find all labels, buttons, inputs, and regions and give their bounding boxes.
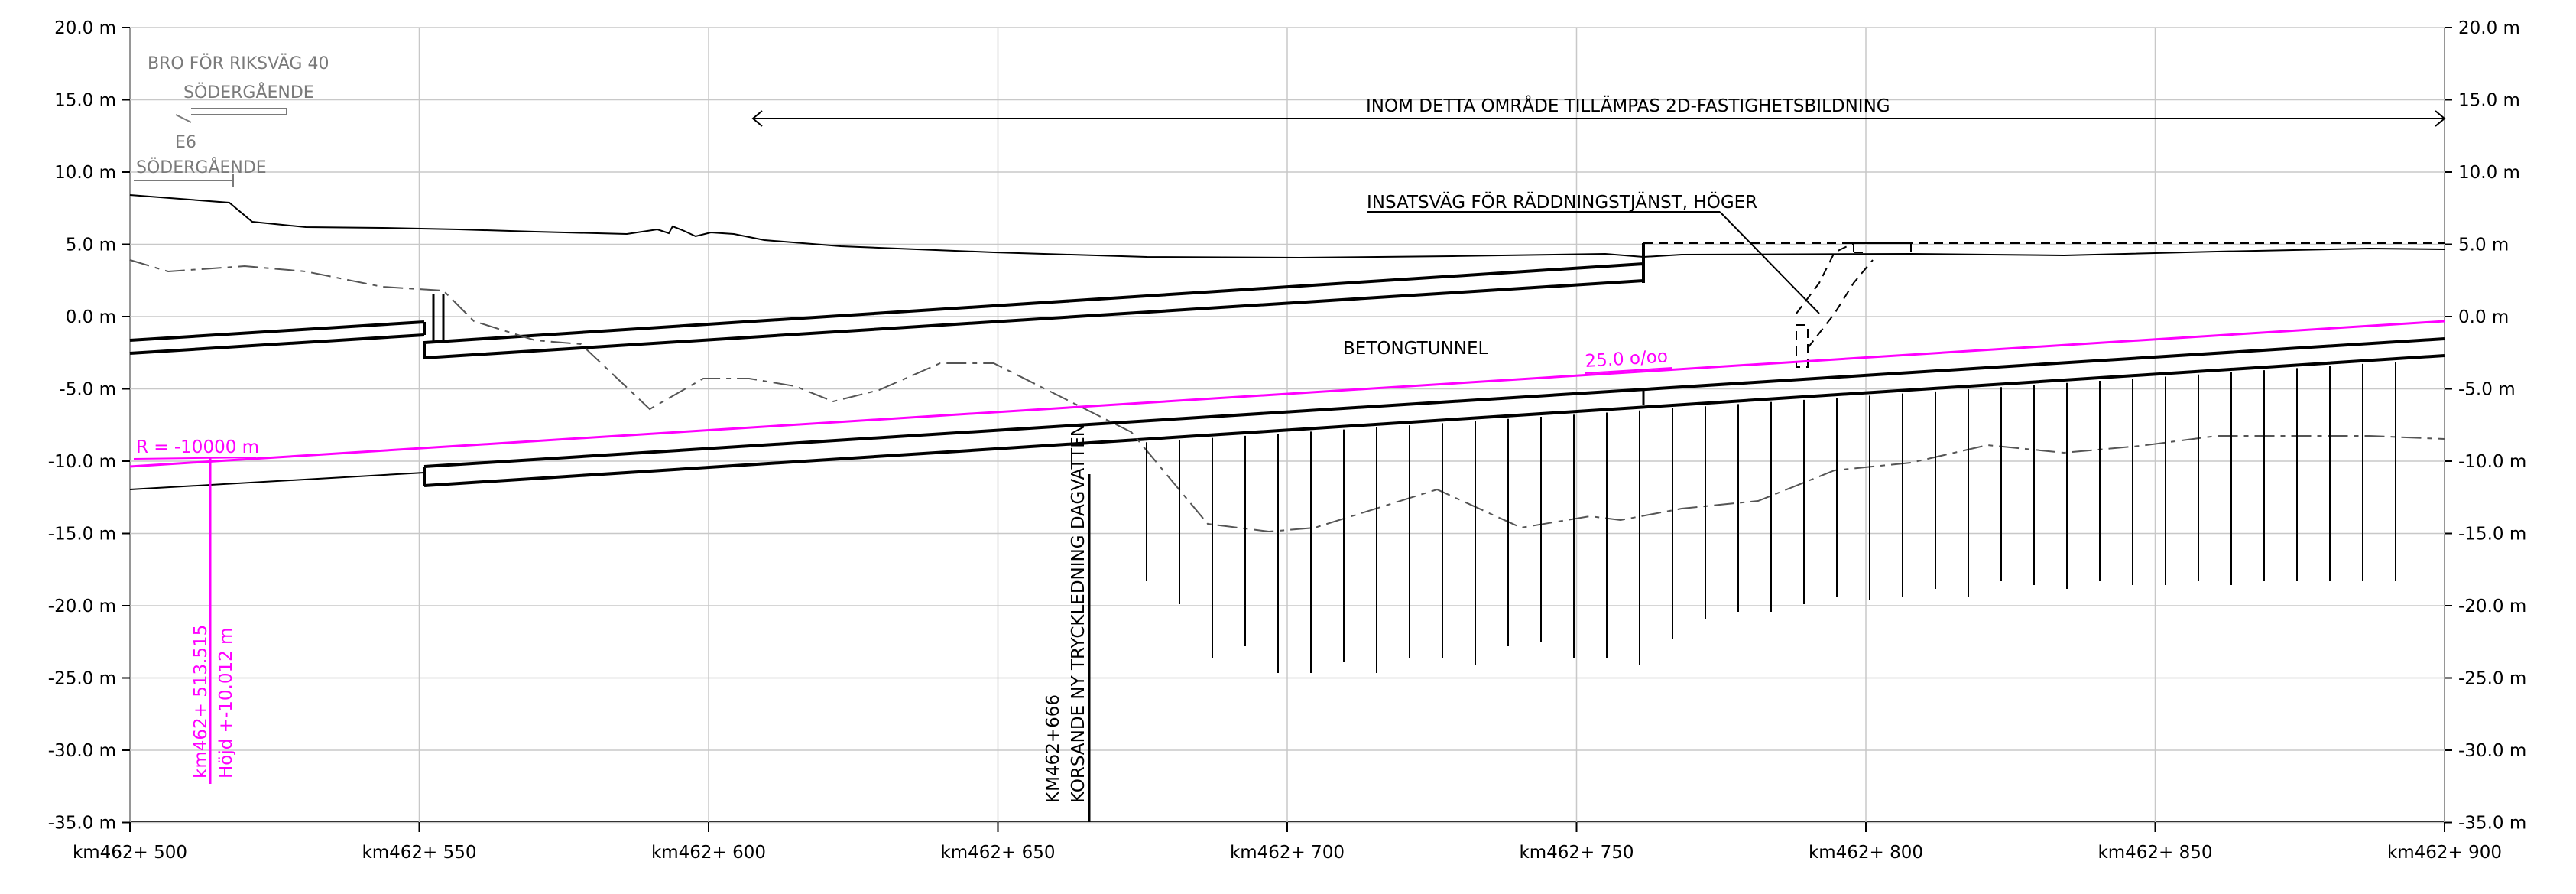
y-tick-label-left: -35.0 m bbox=[48, 814, 116, 834]
chainage-ticks: km462+ 500 km462+ 550 km462+ 600 km462+ 650… bbox=[73, 822, 2502, 863]
y-tick-label-right: -10.0 m bbox=[2458, 452, 2526, 472]
x-tick-label: km462+ 700 bbox=[1230, 843, 1345, 863]
gradient-label-underline bbox=[1585, 367, 1673, 374]
x-tick-label: km462+ 750 bbox=[1519, 843, 1634, 863]
vertical-gridlines bbox=[129, 28, 2445, 822]
area-extent-arrow bbox=[751, 110, 2446, 127]
station-label: km462+ 513.515 bbox=[191, 625, 211, 779]
x-tick-label: km462+ 900 bbox=[2387, 843, 2502, 863]
design-profile-line bbox=[129, 320, 2445, 468]
tunnel-floor bbox=[423, 337, 2445, 487]
y-tick-label-right: 15.0 m bbox=[2458, 91, 2520, 111]
x-tick-label: km462+ 600 bbox=[651, 843, 766, 863]
y-tick-label-left: -10.0 m bbox=[48, 452, 116, 472]
y-tick-label-right: 20.0 m bbox=[2458, 18, 2520, 38]
y-tick-label-right: -15.0 m bbox=[2458, 525, 2526, 545]
y-tick-label-left: -20.0 m bbox=[48, 597, 116, 616]
y-tick-label-left: 10.0 m bbox=[54, 163, 116, 183]
e6-label: E6 bbox=[175, 133, 196, 152]
y-tick-label-right: -5.0 m bbox=[2458, 380, 2516, 400]
right-elevation-ticks: 20.0 m 15.0 m 10.0 m 5.0 m 0.0 m -5.0 m -10.0 … bbox=[2445, 18, 2526, 834]
bridge-direction-label: SÖDERGÅENDE bbox=[183, 82, 314, 102]
rescue-road-surface bbox=[1850, 242, 1912, 252]
radius-label: R = -10000 m bbox=[136, 437, 259, 457]
e6-direction-label: SÖDERGÅENDE bbox=[136, 157, 267, 177]
rock-surface-line bbox=[129, 259, 2445, 533]
rescue-road-label: INSATSVÄG FÖR RÄDDNINGSTJÄNST, HÖGER bbox=[1367, 191, 1757, 213]
radius-label-underline bbox=[133, 457, 257, 460]
ground-surface-line bbox=[129, 194, 2445, 259]
road-step bbox=[432, 294, 445, 343]
y-tick-label-right: -35.0 m bbox=[2458, 814, 2526, 834]
y-tick-label-right: -30.0 m bbox=[2458, 741, 2526, 761]
y-tick-label-right: 10.0 m bbox=[2458, 163, 2520, 183]
y-tick-label-left: 5.0 m bbox=[66, 236, 116, 255]
pile-anchors bbox=[1146, 362, 2396, 673]
y-tick-label-right: 5.0 m bbox=[2458, 236, 2509, 255]
y-tick-label-left: 0.0 m bbox=[66, 307, 116, 327]
y-tick-label-left: -5.0 m bbox=[59, 380, 116, 400]
height-label: Höjd +-10.012 m bbox=[216, 628, 236, 779]
left-elevation-ticks: 20.0 m 15.0 m 10.0 m 5.0 m 0.0 m -5.0 m -10.0 … bbox=[48, 18, 130, 834]
y-tick-label-left: -15.0 m bbox=[48, 525, 116, 545]
bridge-annotation bbox=[134, 108, 287, 187]
y-tick-label-left: -30.0 m bbox=[48, 741, 116, 761]
existing-floor-left bbox=[129, 472, 425, 490]
x-tick-label: km462+ 800 bbox=[1809, 843, 1923, 863]
x-tick-label: km462+ 550 bbox=[362, 843, 476, 863]
existing-road-left bbox=[129, 320, 426, 355]
x-tick-label: km462+ 850 bbox=[2097, 843, 2212, 863]
y-tick-label-left: 20.0 m bbox=[54, 18, 116, 38]
y-tick-label-right: -25.0 m bbox=[2458, 669, 2526, 689]
y-tick-label-right: 0.0 m bbox=[2458, 307, 2509, 327]
tunnel-label: BETONGTUNNEL bbox=[1343, 339, 1488, 359]
crossing-chainage-label: KM462+666 bbox=[1043, 694, 1063, 803]
crossing-description-label: KORSANDE NY TRYCKLEDNING DAGVATTEN bbox=[1069, 424, 1088, 803]
y-tick-label-right: -20.0 m bbox=[2458, 597, 2526, 616]
rescue-road-dashed bbox=[1643, 242, 2445, 368]
y-tick-label-left: 15.0 m bbox=[54, 91, 116, 111]
x-tick-label: km462+ 500 bbox=[73, 843, 187, 863]
gradient-label: 25.0 o/oo bbox=[1585, 346, 1669, 372]
x-tick-label: km462+ 650 bbox=[940, 843, 1055, 863]
y-tick-label-left: -25.0 m bbox=[48, 669, 116, 689]
area-label: INOM DETTA OMRÅDE TILLÄMPAS 2D-FASTIGHET… bbox=[1366, 95, 1890, 116]
bridge-label: BRO FÖR RIKSVÄG 40 bbox=[148, 54, 329, 73]
rescue-road-leader bbox=[1367, 211, 1820, 314]
